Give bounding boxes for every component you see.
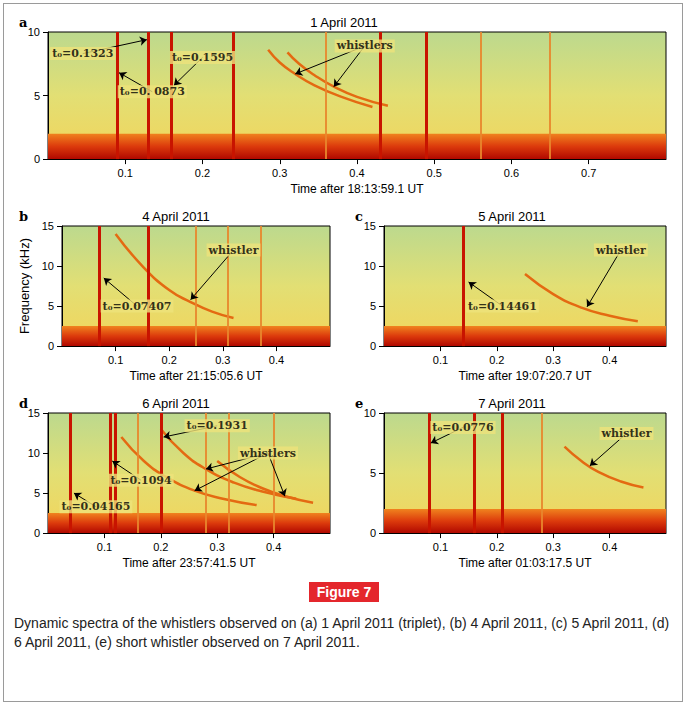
svg-text:0: 0 — [370, 340, 376, 352]
svg-text:t₀=0. 0873: t₀=0. 0873 — [120, 85, 185, 98]
svg-text:whistler: whistler — [595, 244, 646, 257]
svg-text:0.4: 0.4 — [602, 541, 617, 553]
svg-text:0.4: 0.4 — [269, 354, 284, 366]
svg-text:0.3: 0.3 — [546, 541, 561, 553]
svg-text:0: 0 — [48, 340, 54, 352]
svg-text:10: 10 — [364, 260, 376, 272]
svg-text:0.2: 0.2 — [195, 167, 210, 179]
svg-text:0.3: 0.3 — [210, 541, 225, 553]
svg-text:0.1: 0.1 — [433, 354, 448, 366]
svg-text:t₀=0.07407: t₀=0.07407 — [103, 300, 172, 313]
svg-text:0.1: 0.1 — [433, 541, 448, 553]
svg-text:Time after 18:13:59.1 UT: Time after 18:13:59.1 UT — [291, 182, 425, 196]
svg-text:t₀=0.1931: t₀=0.1931 — [187, 419, 248, 432]
svg-text:10: 10 — [28, 447, 40, 459]
svg-text:4 April 2011: 4 April 2011 — [142, 209, 210, 224]
svg-text:0.1: 0.1 — [108, 354, 123, 366]
svg-text:whistler: whistler — [601, 427, 652, 440]
svg-text:0.2: 0.2 — [489, 354, 504, 366]
svg-text:0: 0 — [34, 153, 40, 165]
svg-text:a: a — [19, 15, 28, 30]
svg-text:t₀=0.0776: t₀=0.0776 — [432, 421, 494, 434]
svg-text:d: d — [19, 396, 28, 411]
svg-text:Time after 23:57:41.5 UT: Time after 23:57:41.5 UT — [123, 556, 257, 570]
svg-text:whistlers: whistlers — [239, 447, 296, 460]
svg-text:0.4: 0.4 — [349, 167, 364, 179]
svg-text:5: 5 — [34, 90, 40, 102]
svg-text:0.4: 0.4 — [602, 354, 617, 366]
svg-text:0.6: 0.6 — [504, 167, 519, 179]
svg-text:15: 15 — [42, 220, 54, 232]
svg-text:5: 5 — [370, 300, 376, 312]
svg-text:c: c — [355, 209, 363, 224]
svg-text:t₀=0.1323: t₀=0.1323 — [52, 47, 113, 60]
svg-text:Time after 21:15:05.6 UT: Time after 21:15:05.6 UT — [130, 369, 264, 383]
svg-text:0.3: 0.3 — [215, 354, 230, 366]
svg-text:5: 5 — [34, 487, 40, 499]
svg-text:0.7: 0.7 — [581, 167, 596, 179]
svg-text:t₀=0.1094: t₀=0.1094 — [110, 474, 172, 487]
svg-text:0.2: 0.2 — [153, 541, 168, 553]
svg-text:0: 0 — [370, 527, 376, 539]
svg-text:15: 15 — [28, 407, 40, 419]
svg-text:Time after 01:03:17.5 UT: Time after 01:03:17.5 UT — [459, 556, 593, 570]
svg-text:0: 0 — [34, 527, 40, 539]
html-text:Figure 7: Figure 7 — [316, 584, 372, 600]
svg-text:t₀=0.04165: t₀=0.04165 — [62, 500, 131, 513]
svg-text:0.3: 0.3 — [272, 167, 287, 179]
html-text:Dynamic spectra of the whistle: Dynamic spectra of the whistlers observe… — [14, 615, 670, 650]
svg-text:7 April 2011: 7 April 2011 — [478, 396, 546, 411]
svg-text:whistler: whistler — [208, 244, 259, 257]
svg-text:Time after 19:07:20.7 UT: Time after 19:07:20.7 UT — [459, 369, 593, 383]
svg-text:5: 5 — [370, 467, 376, 479]
svg-text:0.1: 0.1 — [118, 167, 133, 179]
svg-text:t₀=0.1595: t₀=0.1595 — [172, 51, 233, 64]
svg-text:0.2: 0.2 — [162, 354, 177, 366]
svg-text:t₀=0.14461: t₀=0.14461 — [468, 300, 537, 313]
svg-text:b: b — [19, 209, 28, 224]
svg-text:15: 15 — [364, 220, 376, 232]
svg-text:10: 10 — [42, 260, 54, 272]
svg-text:0.2: 0.2 — [489, 541, 504, 553]
svg-text:6 April 2011: 6 April 2011 — [142, 396, 210, 411]
svg-text:whistlers: whistlers — [336, 39, 393, 52]
svg-text:0.1: 0.1 — [97, 541, 112, 553]
svg-text:5 April 2011: 5 April 2011 — [478, 209, 546, 224]
svg-text:10: 10 — [364, 407, 376, 419]
svg-text:e: e — [355, 396, 363, 411]
svg-text:1 April 2011: 1 April 2011 — [310, 15, 378, 30]
svg-text:5: 5 — [48, 300, 54, 312]
svg-text:10: 10 — [28, 26, 40, 38]
svg-text:0.5: 0.5 — [427, 167, 442, 179]
svg-text:Frequency (kHz): Frequency (kHz) — [17, 238, 32, 334]
svg-text:0.4: 0.4 — [266, 541, 281, 553]
svg-text:0.3: 0.3 — [546, 354, 561, 366]
